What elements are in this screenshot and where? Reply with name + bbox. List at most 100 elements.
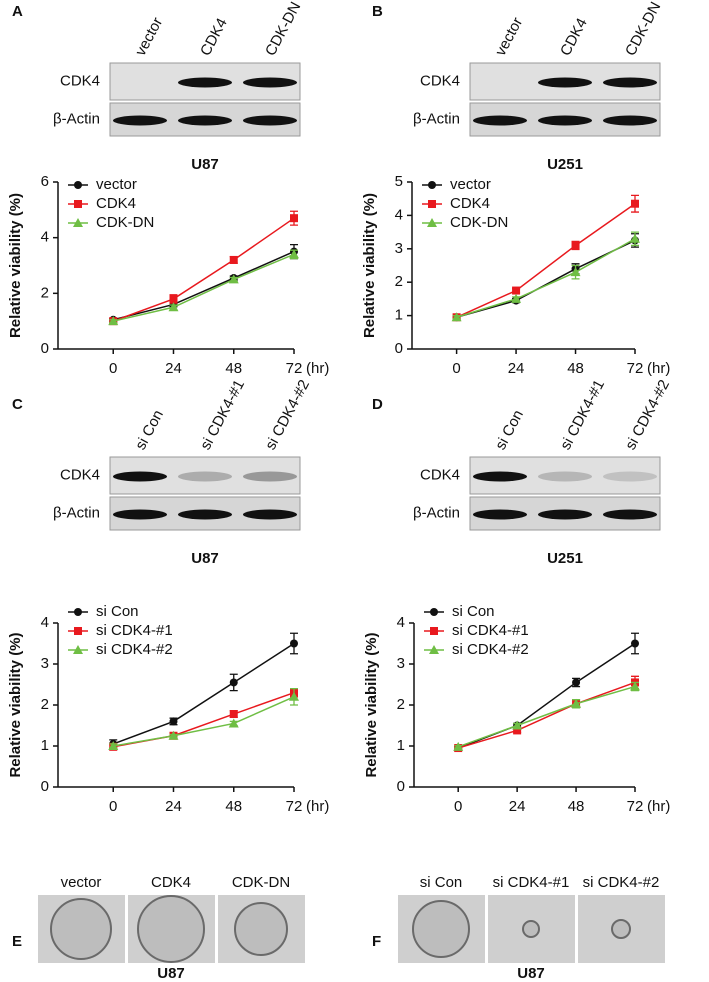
blot-band xyxy=(243,509,297,520)
data-point xyxy=(289,691,299,701)
blot-band xyxy=(113,115,167,126)
data-point xyxy=(108,316,119,326)
colony-label: CDK-DN xyxy=(232,874,290,891)
cell-line-label: U87 xyxy=(191,156,219,173)
legend-label: si CDK4-#1 xyxy=(452,622,529,639)
data-point xyxy=(228,274,239,284)
colony xyxy=(522,920,540,938)
data-point xyxy=(571,241,580,250)
y-tick-label: 3 xyxy=(397,655,405,672)
legend-label: si Con xyxy=(452,603,495,620)
y-tick-label: 4 xyxy=(41,614,49,631)
cell-line-label: U251 xyxy=(547,156,583,173)
legend-label: vector xyxy=(96,176,137,193)
y-tick-label: 0 xyxy=(41,340,49,357)
lane-label: vector xyxy=(492,15,526,59)
x-tick-label: 72 xyxy=(627,798,644,815)
y-tick-label: 0 xyxy=(41,778,49,795)
blot-row-label: CDK4 xyxy=(60,466,100,483)
lane-label: CDK-DN xyxy=(622,0,664,59)
blot-band xyxy=(473,115,527,126)
colony xyxy=(611,919,631,939)
x-tick-label: 72 xyxy=(627,360,644,377)
legend-marker xyxy=(73,645,83,654)
cell-line-label: U87 xyxy=(191,550,219,567)
y-tick-label: 0 xyxy=(397,778,405,795)
data-point xyxy=(572,678,581,687)
blot-band xyxy=(178,115,232,126)
series-line xyxy=(113,250,295,321)
data-point xyxy=(571,698,582,708)
panel-letter: E xyxy=(12,933,22,950)
cell-line-label: U87 xyxy=(517,965,545,982)
data-point xyxy=(168,302,179,312)
blot-band xyxy=(178,471,232,482)
cell-line-label: U251 xyxy=(547,550,583,567)
blot-band xyxy=(243,471,297,482)
x-tick-label: 0 xyxy=(454,798,462,815)
legend-marker xyxy=(427,218,437,227)
data-point xyxy=(289,249,299,259)
data-point xyxy=(511,293,522,303)
series-line xyxy=(113,696,295,747)
blot-band xyxy=(603,509,657,520)
legend-label: CDK-DN xyxy=(96,214,154,231)
series-line xyxy=(112,642,295,745)
x-tick-label: 48 xyxy=(225,360,242,377)
y-tick-label: 2 xyxy=(397,696,405,713)
legend-marker xyxy=(428,200,436,208)
blot-band xyxy=(603,471,657,482)
blot-band xyxy=(538,77,592,88)
data-point xyxy=(512,720,523,730)
blot-band xyxy=(178,77,232,88)
y-tick-label: 4 xyxy=(395,206,403,223)
y-tick-label: 5 xyxy=(395,173,403,190)
y-tick-label: 6 xyxy=(41,173,49,190)
legend-label: si Con xyxy=(96,603,139,620)
blot-band xyxy=(538,471,592,482)
series-line xyxy=(112,217,295,322)
x-axis-label: (hr) xyxy=(647,798,670,815)
blot-band xyxy=(243,115,297,126)
panel-letter: A xyxy=(12,3,23,20)
x-axis-label: (hr) xyxy=(306,798,329,815)
y-tick-label: 4 xyxy=(41,229,49,246)
legend-marker xyxy=(74,627,82,635)
y-axis-label: Relative viability (%) xyxy=(361,193,378,338)
blot-band xyxy=(473,471,527,482)
blot-band xyxy=(473,509,527,520)
y-tick-label: 2 xyxy=(395,273,403,290)
x-tick-label: 72 xyxy=(286,798,303,815)
lane-label: CDK4 xyxy=(197,15,231,58)
data-point xyxy=(512,286,521,295)
blot-band xyxy=(178,509,232,520)
y-tick-label: 3 xyxy=(395,240,403,257)
x-tick-label: 24 xyxy=(509,798,526,815)
data-point xyxy=(513,726,522,735)
blot-row-label: β-Actin xyxy=(53,504,100,521)
legend-label: si CDK4-#2 xyxy=(452,641,529,658)
colony-label: si Con xyxy=(420,874,463,891)
data-point xyxy=(229,678,238,687)
series-line xyxy=(457,642,636,749)
blot-band xyxy=(538,509,592,520)
data-point xyxy=(570,267,581,277)
x-tick-label: 48 xyxy=(568,798,585,815)
colony-label: vector xyxy=(61,874,102,891)
series-line xyxy=(456,203,636,318)
blot-row-label: CDK4 xyxy=(60,72,100,89)
legend-label: CDK4 xyxy=(96,195,136,212)
blot-band xyxy=(113,471,167,482)
blot-band xyxy=(603,77,657,88)
lane-label: si CDK4-#2 xyxy=(622,377,673,453)
x-axis-label: (hr) xyxy=(647,360,670,377)
lane-label: si Con xyxy=(132,407,167,453)
colony-label: CDK4 xyxy=(151,874,191,891)
lane-label: CDK-DN xyxy=(262,0,304,59)
data-point xyxy=(290,214,298,223)
colony-label: si CDK4-#2 xyxy=(583,874,660,891)
legend-marker xyxy=(430,608,438,616)
panel-letter: F xyxy=(372,933,381,950)
lane-label: vector xyxy=(132,15,166,59)
